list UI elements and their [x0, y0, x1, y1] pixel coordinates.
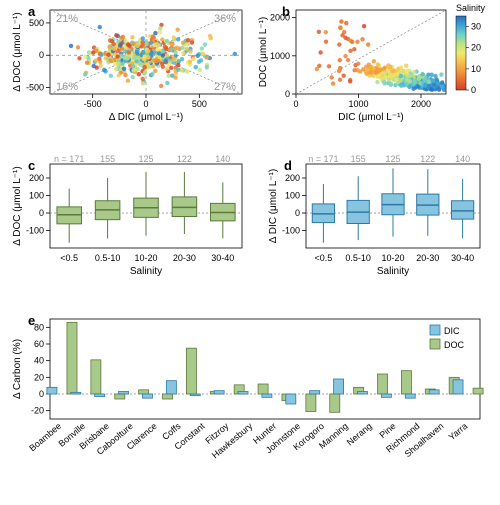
legend: DIC DOC	[430, 325, 465, 350]
panel-e: e-20020406080Δ Carbon (%)BoambeeBonville…	[12, 313, 483, 460]
svg-text:30-40: 30-40	[451, 253, 474, 263]
svg-text:c: c	[28, 158, 35, 173]
figure: a -500 0 500 -500 0 500 Δ DIC (μmol L⁻¹) Δ DOC (…	[0, 0, 500, 500]
svg-text:DIC: DIC	[444, 326, 460, 336]
svg-text:20: 20	[34, 372, 44, 382]
svg-text:0: 0	[293, 99, 298, 109]
panel-b: b010002000010002000DIC (μmol L⁻¹)DOC (μm…	[258, 3, 486, 123]
svg-text:36%: 36%	[214, 13, 236, 25]
svg-text:<0.5: <0.5	[60, 253, 78, 263]
svg-text:10: 10	[471, 64, 481, 74]
svg-text:-100: -100	[26, 226, 44, 236]
svg-text:30-40: 30-40	[211, 253, 234, 263]
svg-text:125: 125	[385, 154, 400, 164]
svg-text:0.5-10: 0.5-10	[95, 253, 121, 263]
svg-text:Boambee: Boambee	[27, 421, 63, 453]
svg-text:20-30: 20-30	[173, 253, 196, 263]
svg-text:200: 200	[285, 173, 300, 183]
svg-text:Δ DIC (μmol L⁻¹): Δ DIC (μmol L⁻¹)	[268, 169, 279, 243]
svg-text:140: 140	[455, 154, 470, 164]
svg-text:20-30: 20-30	[416, 253, 439, 263]
svg-text:60: 60	[34, 339, 44, 349]
svg-text:100: 100	[29, 191, 44, 201]
svg-text:DIC (μmol L⁻¹): DIC (μmol L⁻¹)	[338, 112, 403, 123]
svg-text:-500: -500	[84, 99, 102, 109]
svg-text:27%: 27%	[214, 81, 236, 93]
svg-text:30: 30	[471, 22, 481, 32]
svg-text:200: 200	[29, 173, 44, 183]
figure-svg: a -500 0 500 -500 0 500 Δ DIC (μmol L⁻¹) Δ DOC (…	[0, 0, 500, 500]
svg-text:140: 140	[215, 154, 230, 164]
svg-text:<0.5: <0.5	[315, 253, 333, 263]
svg-text:125: 125	[138, 154, 153, 164]
svg-text:n = 171: n = 171	[308, 154, 338, 164]
svg-text:10-20: 10-20	[381, 253, 404, 263]
svg-text:Salinity: Salinity	[456, 3, 486, 13]
svg-text:a: a	[28, 4, 36, 19]
svg-text:1000: 1000	[270, 51, 290, 61]
svg-text:0.5-10: 0.5-10	[345, 253, 371, 263]
svg-text:-100: -100	[282, 226, 300, 236]
svg-text:500: 500	[192, 99, 207, 109]
svg-text:155: 155	[351, 154, 366, 164]
panel-c: c -100 0 100 200 Salinity Δ DOC (μmol L⁻¹) <0.5…	[12, 154, 242, 277]
svg-text:Salinity: Salinity	[377, 266, 409, 277]
svg-text:1000: 1000	[348, 99, 368, 109]
svg-text:40: 40	[34, 356, 44, 366]
svg-text:0: 0	[285, 89, 290, 99]
svg-text:0: 0	[39, 208, 44, 218]
svg-text:0: 0	[143, 99, 148, 109]
svg-text:500: 500	[29, 18, 44, 28]
svg-text:DOC: DOC	[444, 340, 465, 350]
svg-text:20: 20	[471, 43, 481, 53]
svg-text:122: 122	[177, 154, 192, 164]
svg-text:0: 0	[39, 50, 44, 60]
panel-a: a -500 0 500 -500 0 500 Δ DIC (μmol L⁻¹) Δ DOC (…	[12, 4, 242, 123]
svg-text:2000: 2000	[411, 99, 431, 109]
svg-text:Nerang: Nerang	[345, 421, 374, 448]
svg-text:0: 0	[471, 85, 476, 95]
svg-text:100: 100	[285, 191, 300, 201]
svg-text:2000: 2000	[270, 13, 290, 23]
svg-text:-500: -500	[26, 83, 44, 93]
svg-text:0: 0	[295, 208, 300, 218]
svg-text:Δ DOC (μmol L⁻¹): Δ DOC (μmol L⁻¹)	[12, 12, 23, 91]
svg-text:Δ DOC (μmol L⁻¹): Δ DOC (μmol L⁻¹)	[12, 166, 23, 245]
svg-text:21%: 21%	[56, 13, 78, 25]
svg-text:-20: -20	[31, 406, 44, 416]
svg-text:122: 122	[420, 154, 435, 164]
svg-text:80: 80	[34, 322, 44, 332]
panel-d: d -100 0 100 200 Salinity Δ DIC (μmol L⁻¹) <0.5…	[268, 154, 480, 277]
svg-text:Yarra: Yarra	[447, 421, 470, 442]
svg-text:Δ Carbon (%): Δ Carbon (%)	[12, 339, 23, 399]
svg-text:16%: 16%	[56, 81, 78, 93]
colorbar: Salinity 0 10 20 30	[456, 3, 486, 95]
svg-text:155: 155	[100, 154, 115, 164]
svg-text:Δ DIC (μmol L⁻¹): Δ DIC (μmol L⁻¹)	[109, 112, 183, 123]
svg-text:n = 171: n = 171	[54, 154, 84, 164]
svg-text:DOC (μmol L⁻¹): DOC (μmol L⁻¹)	[258, 17, 269, 87]
svg-text:0: 0	[39, 389, 44, 399]
svg-text:Salinity: Salinity	[130, 266, 162, 277]
svg-text:10-20: 10-20	[134, 253, 157, 263]
svg-text:d: d	[284, 158, 292, 173]
